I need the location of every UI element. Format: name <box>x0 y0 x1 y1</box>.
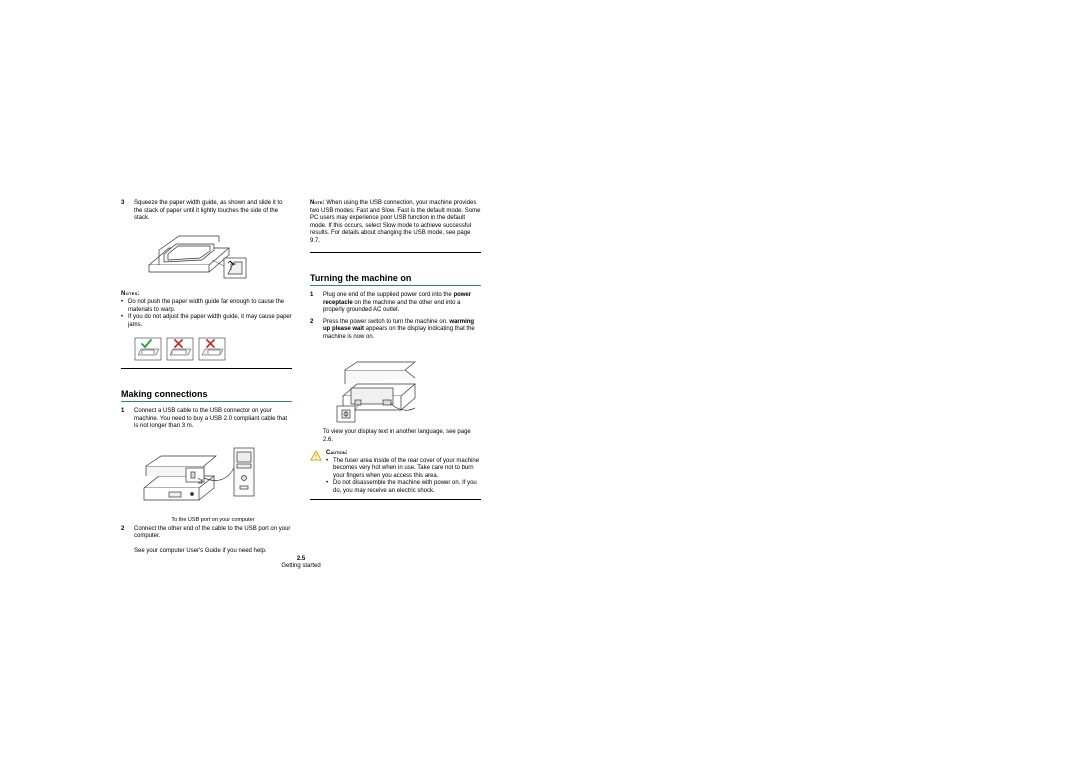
caution-item: • Do not disassemble the machine with po… <box>326 480 481 495</box>
power-step-1: 1 Plug one end of the supplied power cor… <box>310 292 481 315</box>
warning-icon <box>310 450 322 495</box>
notes-heading: Notes: <box>121 291 292 299</box>
figure-caption: To the USB port on your computer <box>134 517 292 523</box>
language-note: To view your display text in another lan… <box>323 429 481 444</box>
note-text: If you do not adjust the paper width gui… <box>128 314 292 329</box>
guide-wrong1-icon <box>166 337 194 361</box>
page-number: 2.5 <box>121 556 481 563</box>
step-number: 3 <box>121 200 129 223</box>
step-text: Connect a USB cable to the USB connector… <box>134 408 292 431</box>
caution-text: The fuser area inside of the rear cover … <box>333 458 481 481</box>
step-text: Connect the other end of the cable to th… <box>134 526 292 541</box>
caution-text: Do not disassemble the machine with powe… <box>333 480 481 495</box>
page-footer: 2.5 Getting started <box>121 556 481 570</box>
guide-correct-icon <box>134 337 162 361</box>
footer-section: Getting started <box>121 563 481 570</box>
step-text: Squeeze the paper width guide, as shown … <box>134 200 292 223</box>
step-number: 1 <box>310 292 318 315</box>
step-text: Plug one end of the supplied power cord … <box>323 292 481 315</box>
power-step-2: 2 Press the power switch to turn the mac… <box>310 319 481 342</box>
text-part: Plug one end of the supplied power cord … <box>323 292 453 298</box>
note-heading: Note: <box>310 200 325 206</box>
divider <box>310 499 481 500</box>
note-item: • Do not push the paper width guide far … <box>121 299 292 314</box>
paper-tray-figure <box>134 230 292 282</box>
step-number: 1 <box>121 408 129 431</box>
step-number: 2 <box>310 319 318 342</box>
printer-rear-figure <box>323 348 481 426</box>
caution-heading: Caution: <box>326 450 481 458</box>
divider <box>310 252 481 253</box>
note-text: When using the USB connection, your mach… <box>310 200 480 244</box>
step-number: 2 <box>121 526 129 541</box>
bullet-icon: • <box>326 480 330 495</box>
caution-block: Caution: • The fuser area inside of the … <box>310 450 481 495</box>
usb-note-block: Note: When using the USB connection, you… <box>310 200 481 245</box>
section-heading-connections: Making connections <box>121 389 292 402</box>
divider <box>121 368 292 369</box>
usb-connection-figure: To the USB port on your computer <box>134 438 292 523</box>
helper-text: See your computer User's Guide if you ne… <box>134 548 292 556</box>
step-1: 1 Connect a USB cable to the USB connect… <box>121 408 292 431</box>
step-text: Press the power switch to turn the machi… <box>323 319 481 342</box>
caution-item: • The fuser area inside of the rear cove… <box>326 458 481 481</box>
section-heading-power: Turning the machine on <box>310 273 481 286</box>
bullet-icon: • <box>121 314 125 329</box>
note-text: Do not push the paper width guide far en… <box>128 299 292 314</box>
left-column: 3 Squeeze the paper width guide, as show… <box>121 200 292 555</box>
bullet-icon: • <box>326 458 330 481</box>
guide-icons-row <box>134 337 292 361</box>
step-3: 3 Squeeze the paper width guide, as show… <box>121 200 292 223</box>
step-2: 2 Connect the other end of the cable to … <box>121 526 292 541</box>
notes-block: Notes: • Do not push the paper width gui… <box>121 291 292 330</box>
caution-content: Caution: • The fuser area inside of the … <box>326 450 481 495</box>
bullet-icon: • <box>121 299 125 314</box>
note-item: • If you do not adjust the paper width g… <box>121 314 292 329</box>
manual-page: 3 Squeeze the paper width guide, as show… <box>121 200 481 555</box>
right-column: Note: When using the USB connection, you… <box>310 200 481 555</box>
guide-wrong2-icon <box>198 337 226 361</box>
text-part: Press the power switch to turn the machi… <box>323 319 449 325</box>
